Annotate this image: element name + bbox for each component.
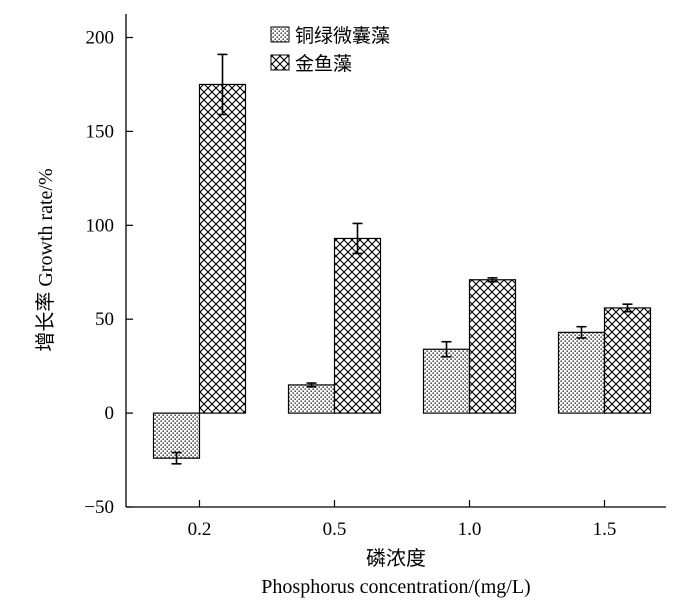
y-tick-label: −50 bbox=[84, 497, 114, 518]
bar-series-1 bbox=[152, 412, 201, 459]
y-tick-label: 50 bbox=[95, 309, 114, 330]
x-tick-label: 1.5 bbox=[593, 519, 617, 540]
bar-series-1 bbox=[422, 348, 471, 414]
bar-series-2 bbox=[603, 307, 652, 414]
y-tick-label: 150 bbox=[86, 121, 115, 142]
x-tick-label: 1.0 bbox=[458, 519, 482, 540]
x-axis-title-cn: 磷浓度 bbox=[366, 546, 426, 570]
x-axis-title-en: Phosphorus concentration/(mg/L) bbox=[261, 576, 530, 598]
y-tick-label: 100 bbox=[86, 215, 115, 236]
bars bbox=[152, 83, 652, 459]
y-ticks: −50 0 50 100 150 200 bbox=[84, 28, 133, 518]
legend-label-series-1: 铜绿微囊藻 bbox=[295, 25, 390, 47]
y-axis-title: 增长率 Growth rate/% bbox=[34, 168, 57, 351]
x-ticks: 0.2 0.5 1.0 1.5 bbox=[188, 500, 617, 540]
bar-series-2 bbox=[468, 279, 517, 414]
legend: 铜绿微囊藻 金鱼藻 bbox=[270, 25, 390, 75]
bar-series-2 bbox=[198, 83, 247, 414]
x-tick-label: 0.2 bbox=[188, 519, 212, 540]
legend-swatch-series-1 bbox=[270, 26, 290, 43]
bar-series-1 bbox=[287, 384, 336, 414]
error-bars bbox=[171, 53, 633, 465]
x-tick-label: 0.5 bbox=[323, 519, 347, 540]
bar-series-1 bbox=[557, 331, 606, 414]
legend-label-series-2: 金鱼藻 bbox=[295, 53, 352, 75]
axes bbox=[125, 14, 666, 508]
y-tick-label: 0 bbox=[105, 403, 115, 424]
bar-series-2 bbox=[333, 237, 382, 414]
y-tick-label: 200 bbox=[86, 28, 115, 49]
legend-swatch-series-2 bbox=[270, 54, 290, 71]
